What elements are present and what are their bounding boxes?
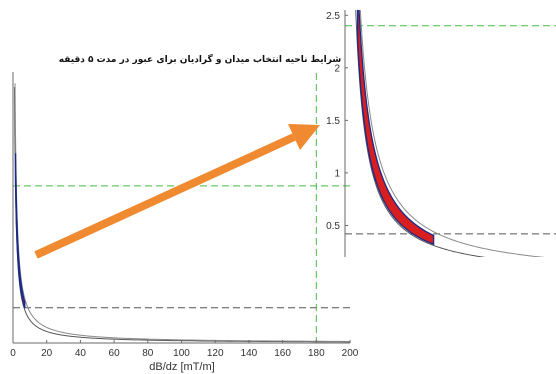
x-tick-label: 120: [207, 348, 224, 359]
zoom-data-series: [355, 10, 546, 257]
series-line-1: [14, 83, 350, 342]
feasible-region: [14, 153, 26, 309]
zoom-arrow: [34, 124, 320, 259]
zoom-chart: 0.5 1 1.5 2 2.5: [326, 10, 556, 257]
x-tick-label: 160: [274, 348, 291, 359]
x-tick-label: 0: [10, 348, 16, 359]
x-axis-ticks: 0 20 40 60 80 100 120 140 160 180 200: [10, 340, 359, 359]
reference-lines: [13, 72, 350, 343]
y-tick-label: 2.5: [326, 11, 340, 22]
feasible-region: [357, 10, 435, 246]
x-tick-label: 80: [142, 348, 154, 359]
x-tick-label: 140: [241, 348, 258, 359]
zoom-y-axis-ticks: 0.5 1 1.5 2 2.5: [326, 11, 348, 232]
zoom-reference-lines: [345, 25, 556, 235]
main-chart: شرایط ناحیه انتخاب میدان و گرادیان برای …: [10, 53, 359, 373]
x-tick-label: 180: [308, 348, 325, 359]
series-line-0: [355, 10, 486, 257]
x-tick-label: 60: [109, 348, 121, 359]
y-tick-label: 1: [334, 168, 340, 179]
y-tick-label: 1.5: [326, 116, 340, 127]
data-series: [14, 83, 350, 343]
chart-title: شرایط ناحیه انتخاب میدان و گرادیان برای …: [59, 53, 342, 65]
x-tick-label: 40: [75, 348, 87, 359]
x-tick-label: 200: [342, 348, 359, 359]
x-axis-label: dB/dz [mT/m]: [149, 361, 214, 373]
series-line-1: [359, 10, 546, 257]
x-tick-label: 100: [173, 348, 190, 359]
y-tick-label: 0.5: [326, 221, 340, 232]
x-tick-label: 20: [41, 348, 53, 359]
y-tick-label: 2: [334, 63, 340, 74]
